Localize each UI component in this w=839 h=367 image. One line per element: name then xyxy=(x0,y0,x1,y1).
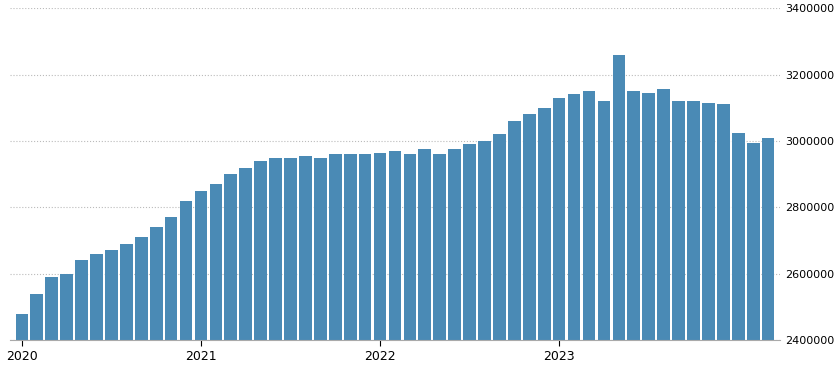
Bar xyxy=(434,154,446,340)
Bar xyxy=(493,134,506,340)
Bar xyxy=(135,237,148,340)
Bar xyxy=(657,90,670,340)
Bar xyxy=(30,294,43,340)
Bar xyxy=(404,154,416,340)
Bar xyxy=(568,94,581,340)
Bar xyxy=(373,153,387,340)
Bar xyxy=(329,154,341,340)
Bar xyxy=(508,121,521,340)
Bar xyxy=(225,174,237,340)
Bar xyxy=(195,191,207,340)
Bar xyxy=(16,313,29,340)
Bar xyxy=(523,115,535,340)
Bar xyxy=(180,201,192,340)
Bar xyxy=(300,156,312,340)
Bar xyxy=(150,227,163,340)
Bar xyxy=(314,157,326,340)
Bar xyxy=(210,184,222,340)
Bar xyxy=(45,277,58,340)
Bar xyxy=(105,251,117,340)
Bar xyxy=(269,157,282,340)
Bar xyxy=(717,105,730,340)
Bar xyxy=(643,93,655,340)
Bar xyxy=(582,91,596,340)
Bar xyxy=(90,254,103,340)
Bar xyxy=(448,149,461,340)
Bar xyxy=(478,141,491,340)
Bar xyxy=(628,91,640,340)
Bar xyxy=(254,161,267,340)
Bar xyxy=(388,151,401,340)
Bar xyxy=(359,154,372,340)
Bar xyxy=(672,101,685,340)
Bar xyxy=(284,157,297,340)
Bar xyxy=(76,261,88,340)
Bar xyxy=(419,149,431,340)
Bar xyxy=(687,101,700,340)
Bar xyxy=(747,143,759,340)
Bar xyxy=(553,98,565,340)
Bar xyxy=(762,138,774,340)
Bar xyxy=(60,274,73,340)
Bar xyxy=(612,55,625,340)
Bar xyxy=(538,108,550,340)
Bar xyxy=(164,217,178,340)
Bar xyxy=(732,132,744,340)
Bar xyxy=(597,101,610,340)
Bar xyxy=(463,144,476,340)
Bar xyxy=(120,244,133,340)
Bar xyxy=(239,167,252,340)
Bar xyxy=(702,103,715,340)
Bar xyxy=(344,154,357,340)
